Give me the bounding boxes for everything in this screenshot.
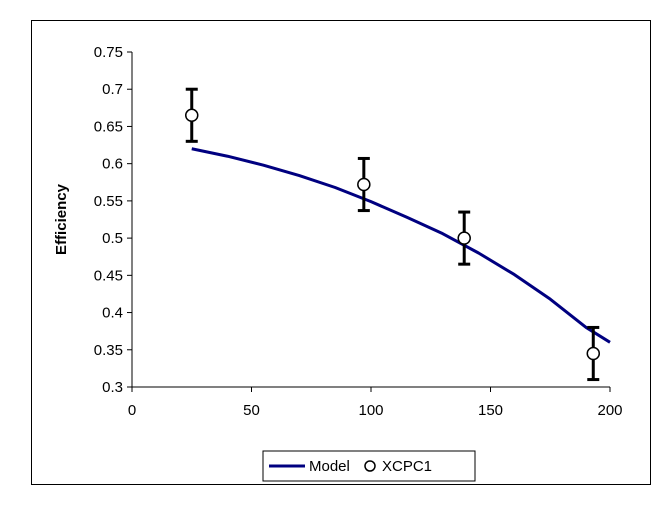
y-tick-label: 0.75 [94, 44, 123, 61]
xcpc1-series [185, 87, 601, 382]
model-series [191, 147, 611, 344]
y-tick-label: 0.65 [94, 118, 123, 135]
x-tick-label: 100 [358, 402, 383, 419]
x-tick-label: 50 [243, 402, 260, 419]
y-tick-label: 0.5 [102, 230, 123, 247]
y-axis-title: Efficiency [53, 183, 70, 255]
legend-xcpc1-swatch [364, 460, 376, 472]
legend-model-label: Model [309, 458, 350, 475]
y-tick-label: 0.3 [102, 379, 123, 396]
legend-xcpc1-label: XCPC1 [382, 458, 432, 475]
y-tick-label: 0.6 [102, 156, 123, 173]
model-line [191, 147, 611, 344]
y-tick-label: 0.7 [102, 81, 123, 98]
xcpc1-point [185, 108, 199, 123]
y-tick-label: 0.55 [94, 193, 123, 210]
y-tick-label: 0.45 [94, 267, 123, 284]
x-tick-label: 200 [597, 402, 622, 419]
xcpc1-point [357, 177, 371, 192]
xcpc1-point [457, 231, 471, 245]
y-tick-label: 0.35 [94, 342, 123, 359]
x-tick-label: 150 [478, 402, 503, 419]
plot-axes [131, 52, 610, 388]
xcpc1-point [586, 346, 601, 361]
axis-ticks: 0.3 0.35 0.4 0.45 0.5 0.55 0.6 0.65 0.7 0.75 0 50 10… [94, 44, 623, 419]
x-tick-label: 0 [128, 402, 136, 419]
legend: Model XCPC1 [262, 450, 476, 482]
chart-frame [31, 20, 651, 485]
y-tick-label: 0.4 [102, 305, 123, 322]
